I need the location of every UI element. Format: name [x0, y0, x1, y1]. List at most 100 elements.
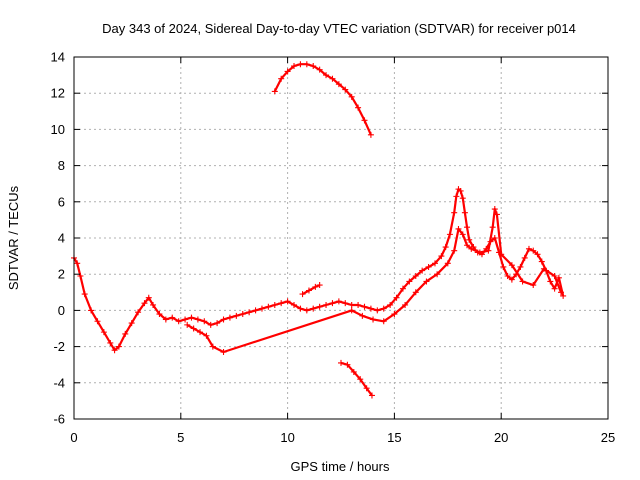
- data-point: [451, 247, 458, 254]
- data-point: [299, 291, 306, 298]
- data-point: [100, 329, 107, 336]
- y-tick-label: -6: [53, 412, 65, 427]
- data-point: [530, 247, 537, 254]
- data-point: [540, 265, 547, 272]
- data-point: [297, 61, 304, 68]
- data-point: [355, 301, 362, 308]
- x-tick-label: 25: [601, 430, 615, 445]
- data-point: [233, 312, 240, 319]
- data-point: [284, 68, 291, 75]
- data-point: [162, 316, 169, 323]
- data-point: [476, 249, 483, 256]
- data-point: [111, 347, 118, 354]
- data-point: [555, 274, 562, 281]
- y-tick-label: 2: [58, 267, 65, 282]
- data-point: [431, 260, 438, 267]
- data-point: [169, 314, 176, 321]
- data-point: [525, 245, 532, 252]
- data-point: [115, 343, 122, 350]
- data-point: [370, 316, 377, 323]
- data-point: [551, 273, 558, 280]
- data-point: [316, 303, 323, 310]
- data-point: [184, 321, 191, 328]
- x-tick-label: 15: [387, 430, 401, 445]
- y-tick-label: 10: [51, 122, 65, 137]
- data-point: [446, 231, 453, 238]
- data-point: [135, 309, 142, 316]
- data-point: [517, 263, 524, 270]
- data-point: [271, 88, 278, 95]
- data-point: [374, 307, 381, 314]
- data-point: [393, 294, 400, 301]
- y-tick-label: -4: [53, 375, 65, 390]
- series-trace: [273, 63, 372, 136]
- data-point: [348, 93, 355, 100]
- y-tick-label: 8: [58, 158, 65, 173]
- data-point: [464, 242, 471, 249]
- data-point: [291, 63, 298, 70]
- data-point: [412, 273, 419, 280]
- data-point: [350, 368, 357, 375]
- data-point: [77, 273, 84, 280]
- x-tick-label: 5: [177, 430, 184, 445]
- data-point: [444, 260, 451, 267]
- data-point: [438, 253, 445, 260]
- data-point: [348, 307, 355, 314]
- data-point: [434, 271, 441, 278]
- data-point: [551, 285, 558, 292]
- data-point: [329, 75, 336, 82]
- data-point: [459, 231, 466, 238]
- data-point: [310, 63, 317, 70]
- grid: [74, 57, 608, 419]
- data-point: [156, 311, 163, 318]
- data-point: [316, 66, 323, 73]
- data-point: [342, 300, 349, 307]
- data-point: [329, 300, 336, 307]
- data-point: [107, 339, 114, 346]
- data-point: [361, 117, 368, 124]
- data-point: [81, 291, 88, 298]
- data-point: [519, 278, 526, 285]
- data-point: [312, 283, 319, 290]
- data-point: [94, 318, 101, 325]
- data-point: [122, 330, 129, 337]
- data-point: [534, 251, 541, 258]
- y-tick-label: 4: [58, 231, 65, 246]
- data-point: [423, 278, 430, 285]
- data-point: [457, 187, 464, 194]
- data-point: [367, 131, 374, 138]
- data-point: [402, 301, 409, 308]
- data-point: [357, 376, 364, 383]
- data-point: [399, 285, 406, 292]
- plot-area: [71, 61, 567, 399]
- data-point: [278, 75, 285, 82]
- data-point: [387, 301, 394, 308]
- data-point: [485, 247, 492, 254]
- data-point: [150, 301, 157, 308]
- data-point: [363, 385, 370, 392]
- data-point: [145, 294, 152, 301]
- data-point: [508, 276, 515, 283]
- x-tick-label: 0: [70, 430, 77, 445]
- data-point: [128, 320, 135, 327]
- data-point: [504, 273, 511, 280]
- data-point: [323, 72, 330, 79]
- data-point: [344, 361, 351, 368]
- chart-title: Day 343 of 2024, Sidereal Day-to-day VTE…: [102, 21, 576, 36]
- data-point: [468, 245, 475, 252]
- data-point: [203, 332, 210, 339]
- data-point: [88, 307, 95, 314]
- data-point: [498, 251, 505, 258]
- data-point: [355, 104, 362, 111]
- data-point: [175, 318, 182, 325]
- data-point: [489, 224, 496, 231]
- data-point: [464, 224, 471, 231]
- data-point: [455, 225, 462, 232]
- data-point: [425, 263, 432, 270]
- data-point: [239, 311, 246, 318]
- data-point: [194, 316, 201, 323]
- data-point: [297, 305, 304, 312]
- data-point: [291, 301, 298, 308]
